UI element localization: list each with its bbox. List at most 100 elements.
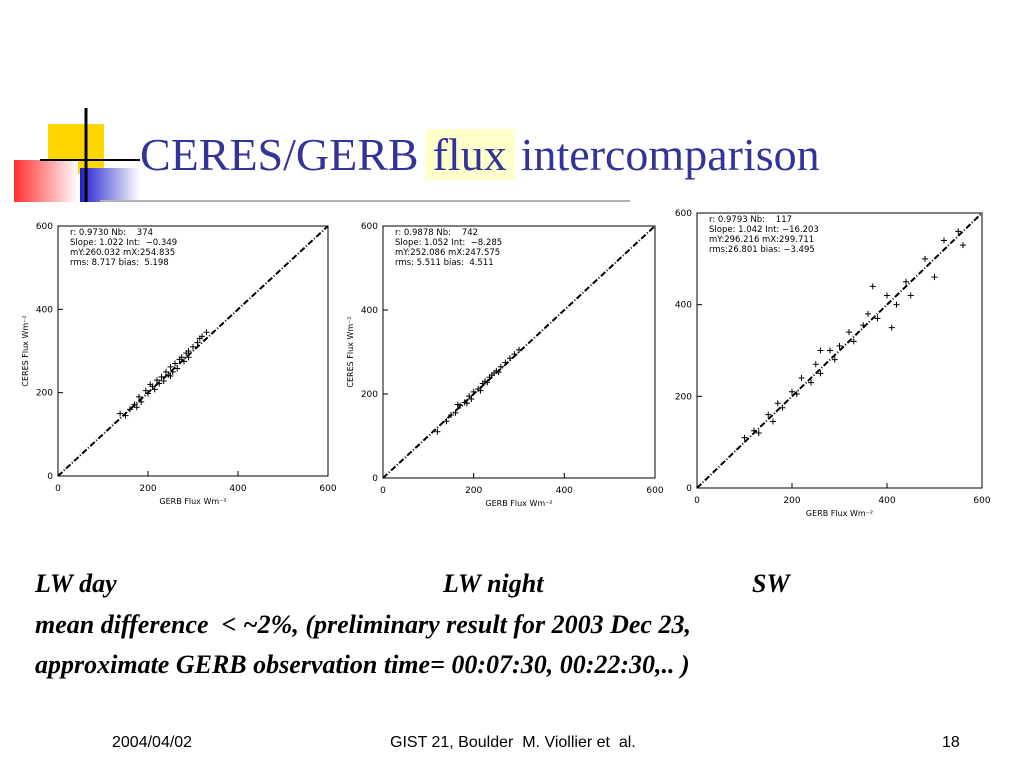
point	[865, 310, 871, 317]
stats-text: Slope: 1.052 Int: −8.285	[395, 238, 502, 248]
y-axis-label: CERES Flux Wm⁻²	[346, 316, 355, 387]
x-tick-label: 400	[229, 484, 246, 494]
point	[812, 361, 819, 368]
point	[506, 355, 513, 362]
point	[903, 278, 909, 285]
point	[869, 283, 876, 290]
y-tick-label: 200	[675, 392, 692, 402]
caption: SW	[752, 569, 790, 598]
point	[922, 255, 928, 262]
plot-frame	[382, 225, 656, 479]
point	[154, 377, 160, 384]
x-axis-label: GERB Flux Wm⁻²	[806, 509, 873, 518]
slide-title: CERES/GERB flux intercomparison	[140, 128, 820, 181]
point	[138, 398, 145, 405]
x-axis-label: GERB Flux Wm⁻²	[485, 499, 552, 508]
point	[434, 428, 441, 435]
x-tick-label: 200	[783, 496, 800, 506]
point	[831, 356, 838, 363]
point	[741, 434, 748, 441]
y-tick-label: 400	[361, 306, 378, 316]
stats-text: Slope: 1.042 Int: −16.203	[709, 225, 819, 235]
point	[907, 292, 914, 299]
point	[931, 274, 938, 281]
point	[147, 381, 154, 388]
stats-text: mY:296.216 mX:299.711	[709, 235, 814, 245]
x-tick-label: 0	[694, 496, 700, 506]
stats-text: rms: 5.511 bias: 4.511	[395, 258, 494, 268]
point	[827, 347, 833, 354]
point	[484, 379, 491, 386]
stats-text: mY:252.086 mX:247.575	[395, 248, 500, 258]
stats-text: r: 0.9793 Nb: 117	[709, 215, 792, 225]
logo-blue	[80, 168, 140, 202]
point	[133, 404, 140, 411]
point	[497, 363, 504, 370]
title-highlight: flux	[424, 129, 515, 180]
point	[196, 335, 203, 342]
point	[181, 358, 187, 365]
title-part: CERES/GERB	[140, 129, 419, 180]
point	[502, 359, 509, 366]
point	[955, 228, 962, 235]
plot-frame	[57, 225, 329, 477]
point	[751, 427, 757, 434]
point	[156, 380, 163, 387]
point	[789, 388, 795, 395]
point	[136, 393, 142, 400]
y-tick-label: 400	[675, 301, 692, 311]
stats-text: rms: 8.717 bias: 5.198	[70, 258, 169, 268]
point	[495, 369, 502, 376]
stats-text: r: 0.9730 Nb: 374	[70, 228, 153, 238]
point	[860, 322, 867, 329]
point	[774, 400, 781, 407]
x-tick-label: 600	[319, 484, 336, 494]
footer-date: 2004/04/02	[112, 734, 193, 751]
point	[765, 411, 772, 418]
point	[941, 237, 947, 244]
point	[755, 430, 762, 436]
y-tick-label: 400	[36, 305, 53, 315]
point	[511, 351, 518, 358]
point	[160, 378, 167, 384]
logo-red	[14, 160, 78, 202]
plot-frame	[696, 212, 983, 489]
point	[808, 379, 814, 386]
point	[151, 386, 158, 393]
y-tick-label: 0	[372, 474, 378, 484]
point	[486, 374, 493, 381]
x-tick-label: 200	[139, 484, 156, 494]
point	[850, 338, 857, 345]
point	[452, 409, 459, 416]
point	[817, 370, 824, 377]
point	[516, 346, 522, 353]
point	[190, 343, 196, 350]
stats-text: r: 0.9878 Nb: 742	[395, 228, 478, 238]
point	[893, 301, 900, 308]
point	[127, 406, 133, 413]
x-tick-label: 600	[646, 486, 663, 496]
caption-line: mean difference < ~2%, (preliminary resu…	[35, 610, 691, 639]
point	[167, 373, 174, 379]
page-number: 18	[942, 734, 960, 751]
x-tick-label: 400	[556, 486, 573, 496]
point	[158, 373, 165, 380]
x-tick-label: 200	[465, 486, 482, 496]
point	[770, 418, 776, 425]
point	[798, 375, 805, 381]
caption-line: approximate GERB observation time= 00:07…	[35, 650, 690, 679]
point	[194, 339, 201, 346]
point	[185, 354, 192, 361]
footer-text: GIST 21, Boulder M. Viollier et al.	[390, 734, 636, 751]
point	[793, 391, 800, 398]
title-part: intercomparison	[520, 129, 820, 180]
stats-text: rms:26.801 bias: −3.495	[709, 245, 815, 255]
x-tick-label: 0	[55, 484, 61, 494]
point	[448, 412, 454, 418]
point	[846, 329, 852, 336]
point	[470, 388, 477, 395]
point	[874, 315, 881, 322]
caption: LW day	[35, 569, 117, 598]
